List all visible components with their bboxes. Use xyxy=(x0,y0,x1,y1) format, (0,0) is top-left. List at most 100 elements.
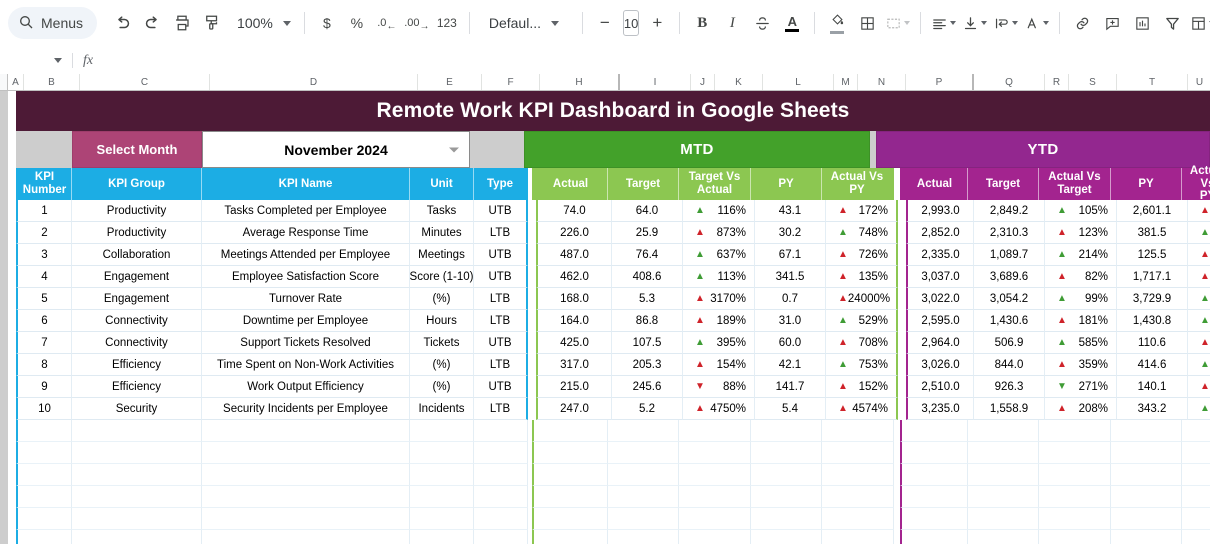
empty-cell[interactable] xyxy=(474,420,528,442)
cell-ytd-actual[interactable]: 2,993.0 xyxy=(906,200,974,222)
cell-type[interactable]: UTB xyxy=(474,244,528,266)
select-all-corner[interactable] xyxy=(0,74,8,90)
empty-cell[interactable] xyxy=(608,420,679,442)
cell-ytd-actual-vs-py[interactable]: ▲115% xyxy=(1188,200,1210,222)
empty-cell[interactable] xyxy=(822,420,894,442)
cell-ytd-actual[interactable]: 2,335.0 xyxy=(906,244,974,266)
cell-kpi-name[interactable]: Employee Satisfaction Score xyxy=(202,266,410,288)
empty-cell[interactable] xyxy=(410,420,474,442)
text-wrap-button[interactable] xyxy=(990,8,1021,38)
cell-kpi-name[interactable]: Support Tickets Resolved xyxy=(202,332,410,354)
empty-cell[interactable] xyxy=(900,442,968,464)
cell-mtd-actual-vs-py[interactable]: ▲ 172% xyxy=(826,200,898,222)
cell-ytd-actual[interactable]: 3,026.0 xyxy=(906,354,974,376)
empty-cell[interactable] xyxy=(822,464,894,486)
cell-kpi-number[interactable]: 8 xyxy=(16,354,72,376)
empty-cell[interactable] xyxy=(528,530,532,544)
cell-mtd-actual[interactable]: 226.0 xyxy=(536,222,612,244)
column-header-t[interactable]: T xyxy=(1117,74,1188,90)
column-header-h[interactable]: H xyxy=(540,74,620,90)
empty-cell[interactable] xyxy=(894,464,900,486)
cell-ytd-target[interactable]: 3,054.2 xyxy=(974,288,1045,310)
cell-ytd-py[interactable]: 343.2 xyxy=(1117,398,1188,420)
empty-cell[interactable] xyxy=(1039,486,1111,508)
increase-decimal-button[interactable]: .00 → xyxy=(404,17,430,32)
fill-color-button[interactable] xyxy=(822,8,852,38)
empty-cell[interactable] xyxy=(202,442,410,464)
cell-mtd-py[interactable]: 141.7 xyxy=(755,376,826,398)
cell-unit[interactable]: (%) xyxy=(410,376,474,398)
empty-cell[interactable] xyxy=(528,420,532,442)
cell-ytd-target[interactable]: 926.3 xyxy=(974,376,1045,398)
cell-kpi-group[interactable]: Engagement xyxy=(72,288,202,310)
cell-mtd-target-vs-actual[interactable]: ▼ 88% xyxy=(683,376,755,398)
cell-ytd-py[interactable]: 3,729.9 xyxy=(1117,288,1188,310)
cell-mtd-target[interactable]: 25.9 xyxy=(612,222,683,244)
cell-kpi-name[interactable]: Time Spent on Non-Work Activities xyxy=(202,354,410,376)
cell-ytd-py[interactable]: 2,601.1 xyxy=(1117,200,1188,222)
empty-cell[interactable] xyxy=(968,420,1039,442)
percent-format-button[interactable]: % xyxy=(350,15,364,31)
cell-mtd-target[interactable]: 205.3 xyxy=(612,354,683,376)
empty-cell[interactable] xyxy=(474,464,528,486)
empty-cell[interactable] xyxy=(72,464,202,486)
horizontal-align-button[interactable] xyxy=(928,8,959,38)
empty-cell[interactable] xyxy=(16,530,72,544)
cell-mtd-target[interactable]: 64.0 xyxy=(612,200,683,222)
column-header-l[interactable]: L xyxy=(763,74,834,90)
cell-mtd-actual-vs-py[interactable]: ▲ 726% xyxy=(826,244,898,266)
empty-cell[interactable] xyxy=(679,530,751,544)
cell-type[interactable]: LTB xyxy=(474,222,528,244)
empty-cell[interactable] xyxy=(822,530,894,544)
cell-kpi-name[interactable]: Turnover Rate xyxy=(202,288,410,310)
cell-kpi-name[interactable]: Downtime per Employee xyxy=(202,310,410,332)
empty-cell[interactable] xyxy=(532,442,608,464)
cell-mtd-actual-vs-py[interactable]: ▲ 152% xyxy=(826,376,898,398)
cell-ytd-target[interactable]: 844.0 xyxy=(974,354,1045,376)
empty-cell[interactable] xyxy=(202,486,410,508)
empty-cell[interactable] xyxy=(528,442,532,464)
formula-input[interactable] xyxy=(93,47,1210,74)
empty-cell[interactable] xyxy=(16,464,72,486)
cell-type[interactable]: UTB xyxy=(474,332,528,354)
empty-cell[interactable] xyxy=(1111,530,1182,544)
cell-type[interactable]: LTB xyxy=(474,354,528,376)
merge-cells-button[interactable] xyxy=(882,8,913,38)
strikethrough-icon[interactable] xyxy=(747,8,777,38)
italic-button[interactable]: I xyxy=(729,14,735,31)
cell-ytd-actual-vs-target[interactable]: ▲ 82% xyxy=(1045,266,1117,288)
empty-cell[interactable] xyxy=(751,508,822,530)
cell-mtd-py[interactable]: 5.4 xyxy=(755,398,826,420)
cell-mtd-actual[interactable]: 425.0 xyxy=(536,332,612,354)
cell-unit[interactable]: Tasks xyxy=(410,200,474,222)
cell-mtd-target[interactable]: 5.3 xyxy=(612,288,683,310)
decrease-font-size-button[interactable]: − xyxy=(599,13,610,32)
cell-kpi-number[interactable]: 3 xyxy=(16,244,72,266)
cell-ytd-actual[interactable]: 3,037.0 xyxy=(906,266,974,288)
filter-button[interactable] xyxy=(1157,8,1187,38)
cell-mtd-target-vs-actual[interactable]: ▲ 395% xyxy=(683,332,755,354)
column-header-u[interactable]: U xyxy=(1188,74,1210,90)
cell-mtd-target[interactable]: 5.2 xyxy=(612,398,683,420)
column-header-r[interactable]: R xyxy=(1045,74,1069,90)
cell-mtd-actual-vs-py[interactable]: ▲ 4574% xyxy=(826,398,898,420)
empty-cell[interactable] xyxy=(528,508,532,530)
cell-kpi-number[interactable]: 6 xyxy=(16,310,72,332)
empty-cell[interactable] xyxy=(532,530,608,544)
cell-kpi-group[interactable]: Efficiency xyxy=(72,354,202,376)
cell-kpi-number[interactable]: 2 xyxy=(16,222,72,244)
cell-kpi-number[interactable]: 4 xyxy=(16,266,72,288)
empty-cell[interactable] xyxy=(532,464,608,486)
empty-cell[interactable] xyxy=(16,486,72,508)
empty-cell[interactable] xyxy=(1182,442,1210,464)
cell-kpi-group[interactable]: Connectivity xyxy=(72,332,202,354)
decrease-decimal-button[interactable]: .0 ← xyxy=(377,17,397,32)
cell-kpi-name[interactable]: Security Incidents per Employee xyxy=(202,398,410,420)
cell-mtd-actual-vs-py[interactable]: ▲ 748% xyxy=(826,222,898,244)
cell-type[interactable]: LTB xyxy=(474,288,528,310)
cell-mtd-actual-vs-py[interactable]: ▲ 135% xyxy=(826,266,898,288)
cell-unit[interactable]: Tickets xyxy=(410,332,474,354)
cell-ytd-actual-vs-py[interactable]: ▲748% xyxy=(1188,222,1210,244)
cell-mtd-py[interactable]: 42.1 xyxy=(755,354,826,376)
functions-button[interactable] xyxy=(1187,8,1210,38)
